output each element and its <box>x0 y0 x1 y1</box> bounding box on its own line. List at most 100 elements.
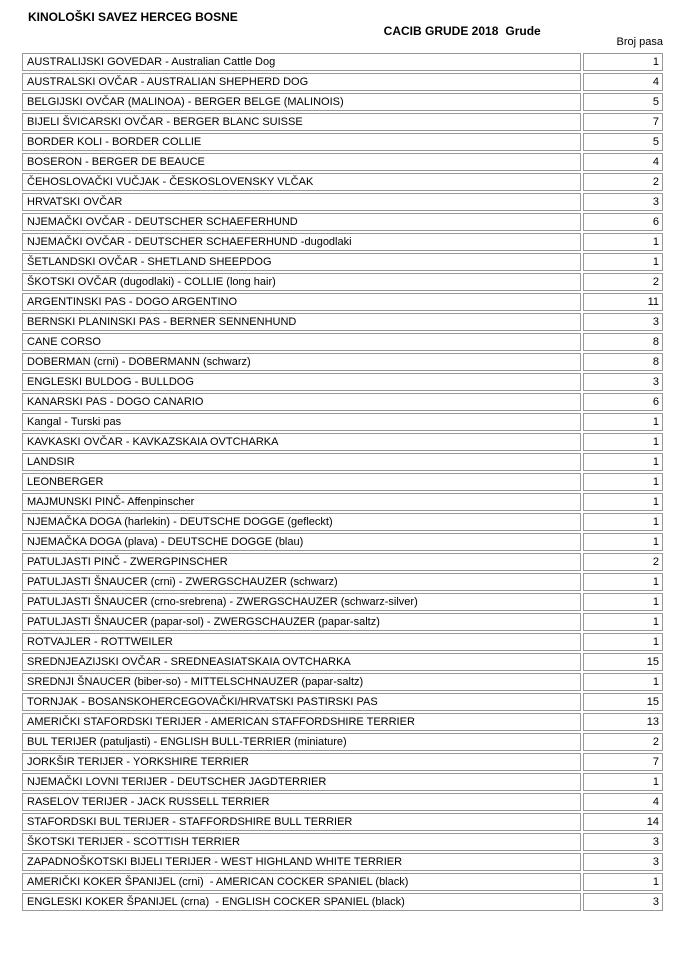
table-row: TORNJAK - BOSANSKOHERCEGOVAČKI/HRVATSKI … <box>22 693 663 711</box>
dog-count-cell: 1 <box>583 533 663 551</box>
breed-name-cell: PATULJASTI PINČ - ZWERGPINSCHER <box>22 553 581 571</box>
table-row: AUSTRALIJSKI GOVEDAR - Australian Cattle… <box>22 53 663 71</box>
table-row: STAFORDSKI BUL TERIJER - STAFFORDSHIRE B… <box>22 813 663 831</box>
dog-count-cell: 2 <box>583 173 663 191</box>
table-row: AMERIČKI STAFORDSKI TERIJER - AMERICAN S… <box>22 713 663 731</box>
organization-title: KINOLOŠKI SAVEZ HERCEG BOSNE <box>28 10 238 24</box>
dog-count-cell: 7 <box>583 753 663 771</box>
dog-count-cell: 1 <box>583 573 663 591</box>
breed-name-cell: ENGLESKI KOKER ŠPANIJEL (crna) - ENGLISH… <box>22 893 581 911</box>
breed-name-cell: DOBERMAN (crni) - DOBERMANN (schwarz) <box>22 353 581 371</box>
table-row: KAVKASKI OVČAR - KAVKAZSKAIA OVTCHARKA 1 <box>22 433 663 451</box>
dog-count-cell: 1 <box>583 433 663 451</box>
dog-count-cell: 7 <box>583 113 663 131</box>
breed-name-cell: AUSTRALSKI OVČAR - AUSTRALIAN SHEPHERD D… <box>22 73 581 91</box>
table-row: SREDNJI ŠNAUCER (biber-so) - MITTELSCHNA… <box>22 673 663 691</box>
table-row: ENGLESKI BULDOG - BULLDOG 3 <box>22 373 663 391</box>
table-row: DOBERMAN (crni) - DOBERMANN (schwarz) 8 <box>22 353 663 371</box>
table-row: ŠETLANDSKI OVČAR - SHETLAND SHEEPDOG 1 <box>22 253 663 271</box>
table-row: CANE CORSO 8 <box>22 333 663 351</box>
dog-count-cell: 8 <box>583 353 663 371</box>
breed-name-cell: NJEMAČKI LOVNI TERIJER - DEUTSCHER JAGDT… <box>22 773 581 791</box>
table-row: NJEMAČKA DOGA (plava) - DEUTSCHE DOGGE (… <box>22 533 663 551</box>
breed-name-cell: BORDER KOLI - BORDER COLLIE <box>22 133 581 151</box>
dog-count-cell: 1 <box>583 633 663 651</box>
dog-count-cell: 4 <box>583 793 663 811</box>
event-name: CACIB GRUDE 2018 <box>383 24 499 38</box>
table-row: NJEMAČKI OVČAR - DEUTSCHER SCHAEFERHUND … <box>22 233 663 251</box>
dog-count-cell: 11 <box>583 293 663 311</box>
dog-count-cell: 1 <box>583 233 663 251</box>
table-row: PATULJASTI PINČ - ZWERGPINSCHER 2 <box>22 553 663 571</box>
table-row: PATULJASTI ŠNAUCER (crni) - ZWERGSCHAUZE… <box>22 573 663 591</box>
table-row: KANARSKI PAS - DOGO CANARIO 6 <box>22 393 663 411</box>
table-row: ARGENTINSKI PAS - DOGO ARGENTINO 11 <box>22 293 663 311</box>
table-row: ŠKOTSKI TERIJER - SCOTTISH TERRIER 3 <box>22 833 663 851</box>
dog-count-cell: 1 <box>583 673 663 691</box>
dog-count-cell: 15 <box>583 693 663 711</box>
breed-name-cell: AMERIČKI STAFORDSKI TERIJER - AMERICAN S… <box>22 713 581 731</box>
table-row: HRVATSKI OVČAR 3 <box>22 193 663 211</box>
table-row: JORKŠIR TERIJER - YORKSHIRE TERRIER 7 <box>22 753 663 771</box>
breed-name-cell: JORKŠIR TERIJER - YORKSHIRE TERRIER <box>22 753 581 771</box>
breed-name-cell: ZAPADNOŠKOTSKI BIJELI TERIJER - WEST HIG… <box>22 853 581 871</box>
dog-count-cell: 13 <box>583 713 663 731</box>
dog-count-cell: 5 <box>583 93 663 111</box>
event-title: CACIB GRUDE 2018 Grude <box>377 10 541 38</box>
breed-name-cell: SREDNJEAZIJSKI OVČAR - SREDNEASIATSKAIA … <box>22 653 581 671</box>
table-row: NJEMAČKA DOGA (harlekin) - DEUTSCHE DOGG… <box>22 513 663 531</box>
breed-name-cell: BUL TERIJER (patuljasti) - ENGLISH BULL-… <box>22 733 581 751</box>
table-row: MAJMUNSKI PINČ- Affenpinscher 1 <box>22 493 663 511</box>
breed-name-cell: ROTVAJLER - ROTTWEILER <box>22 633 581 651</box>
breed-name-cell: PATULJASTI ŠNAUCER (papar-sol) - ZWERGSC… <box>22 613 581 631</box>
dog-count-cell: 1 <box>583 53 663 71</box>
table-row: BERNSKI PLANINSKI PAS - BERNER SENNENHUN… <box>22 313 663 331</box>
table-row: BIJELI ŠVICARSKI OVČAR - BERGER BLANC SU… <box>22 113 663 131</box>
breed-name-cell: KANARSKI PAS - DOGO CANARIO <box>22 393 581 411</box>
breed-name-cell: HRVATSKI OVČAR <box>22 193 581 211</box>
breed-name-cell: ARGENTINSKI PAS - DOGO ARGENTINO <box>22 293 581 311</box>
dog-count-cell: 1 <box>583 593 663 611</box>
breed-name-cell: RASELOV TERIJER - JACK RUSSELL TERRIER <box>22 793 581 811</box>
breed-name-cell: NJEMAČKA DOGA (plava) - DEUTSCHE DOGGE (… <box>22 533 581 551</box>
dog-count-cell: 4 <box>583 73 663 91</box>
event-location: Grude <box>505 24 541 38</box>
table-row: BELGIJSKI OVČAR (MALINOA) - BERGER BELGE… <box>22 93 663 111</box>
dog-count-cell: 3 <box>583 833 663 851</box>
dog-count-cell: 3 <box>583 193 663 211</box>
dog-count-cell: 1 <box>583 493 663 511</box>
breed-table: AUSTRALIJSKI GOVEDAR - Australian Cattle… <box>20 51 665 913</box>
table-row: BUL TERIJER (patuljasti) - ENGLISH BULL-… <box>22 733 663 751</box>
breed-name-cell: LANDSIR <box>22 453 581 471</box>
dog-count-cell: 1 <box>583 773 663 791</box>
table-row: LANDSIR 1 <box>22 453 663 471</box>
dog-count-cell: 14 <box>583 813 663 831</box>
table-row: SREDNJEAZIJSKI OVČAR - SREDNEASIATSKAIA … <box>22 653 663 671</box>
breed-name-cell: NJEMAČKA DOGA (harlekin) - DEUTSCHE DOGG… <box>22 513 581 531</box>
table-row: PATULJASTI ŠNAUCER (papar-sol) - ZWERGSC… <box>22 613 663 631</box>
breed-name-cell: NJEMAČKI OVČAR - DEUTSCHER SCHAEFERHUND … <box>22 233 581 251</box>
table-row: ČEHOSLOVAČKI VUČJAK - ČESKOSLOVENSKY VLČ… <box>22 173 663 191</box>
dog-count-cell: 2 <box>583 273 663 291</box>
table-row: NJEMAČKI LOVNI TERIJER - DEUTSCHER JAGDT… <box>22 773 663 791</box>
breed-name-cell: TORNJAK - BOSANSKOHERCEGOVAČKI/HRVATSKI … <box>22 693 581 711</box>
dog-count-cell: 3 <box>583 893 663 911</box>
breed-name-cell: LEONBERGER <box>22 473 581 491</box>
table-row: NJEMAČKI OVČAR - DEUTSCHER SCHAEFERHUND 6 <box>22 213 663 231</box>
dog-count-cell: 1 <box>583 253 663 271</box>
breed-name-cell: ŠKOTSKI OVČAR (dugodlaki) - COLLIE (long… <box>22 273 581 291</box>
table-row: AUSTRALSKI OVČAR - AUSTRALIAN SHEPHERD D… <box>22 73 663 91</box>
dog-count-cell: 1 <box>583 453 663 471</box>
breed-name-cell: STAFORDSKI BUL TERIJER - STAFFORDSHIRE B… <box>22 813 581 831</box>
dog-count-cell: 4 <box>583 153 663 171</box>
table-row: PATULJASTI ŠNAUCER (crno-srebrena) - ZWE… <box>22 593 663 611</box>
dog-count-cell: 6 <box>583 213 663 231</box>
breed-name-cell: BOSERON - BERGER DE BEAUCE <box>22 153 581 171</box>
table-row: ENGLESKI KOKER ŠPANIJEL (crna) - ENGLISH… <box>22 893 663 911</box>
table-row: Kangal - Turski pas 1 <box>22 413 663 431</box>
dog-count-cell: 6 <box>583 393 663 411</box>
breed-name-cell: CANE CORSO <box>22 333 581 351</box>
dog-count-cell: 1 <box>583 473 663 491</box>
breed-name-cell: SREDNJI ŠNAUCER (biber-so) - MITTELSCHNA… <box>22 673 581 691</box>
breed-name-cell: Kangal - Turski pas <box>22 413 581 431</box>
